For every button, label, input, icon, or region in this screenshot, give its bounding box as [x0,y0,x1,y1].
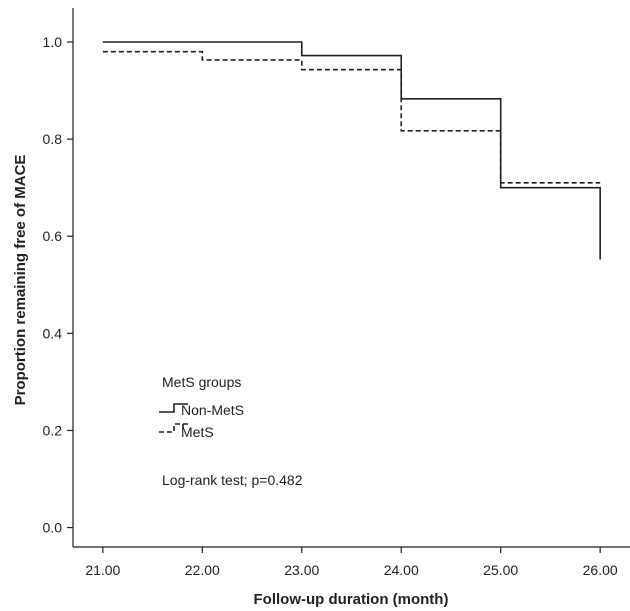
x-tick-label: 22.00 [185,562,220,578]
x-tick-label: 21.00 [85,562,120,578]
series-layer [102,41,601,260]
x-tick-label: 24.00 [384,562,419,578]
series-line-non-mets [102,41,601,260]
legend-title: MetS groups [162,374,241,390]
legend: MetS groups Non-MetS MetS [159,374,244,440]
legend-label-mets: MetS [181,424,214,440]
y-tick-label: 1.0 [43,34,63,50]
legend-label-non-mets: Non-MetS [181,402,244,418]
legend-swatch-mets [159,423,188,433]
series-line-mets [102,50,601,184]
x-axis-title: Follow-up duration (month) [254,591,449,608]
y-tick-label: 0.0 [43,520,63,536]
axes [72,8,630,548]
y-ticks: 0.0 0.2 0.4 0.6 0.8 1.0 [43,34,73,536]
log-rank-annotation: Log-rank test; p=0.482 [162,472,303,488]
x-tick-label: 25.00 [483,562,518,578]
x-tick-label: 23.00 [284,562,319,578]
x-ticks: 21.00 22.00 23.00 24.00 25.00 26.00 [85,547,618,578]
y-tick-label: 0.2 [43,422,63,438]
legend-swatch-non-mets [159,403,188,413]
y-tick-label: 0.8 [43,131,63,147]
y-tick-label: 0.4 [43,325,63,341]
x-tick-label: 26.00 [583,562,618,578]
y-axis-title: Proportion remaining free of MACE [12,155,29,406]
y-tick-label: 0.6 [43,228,63,244]
